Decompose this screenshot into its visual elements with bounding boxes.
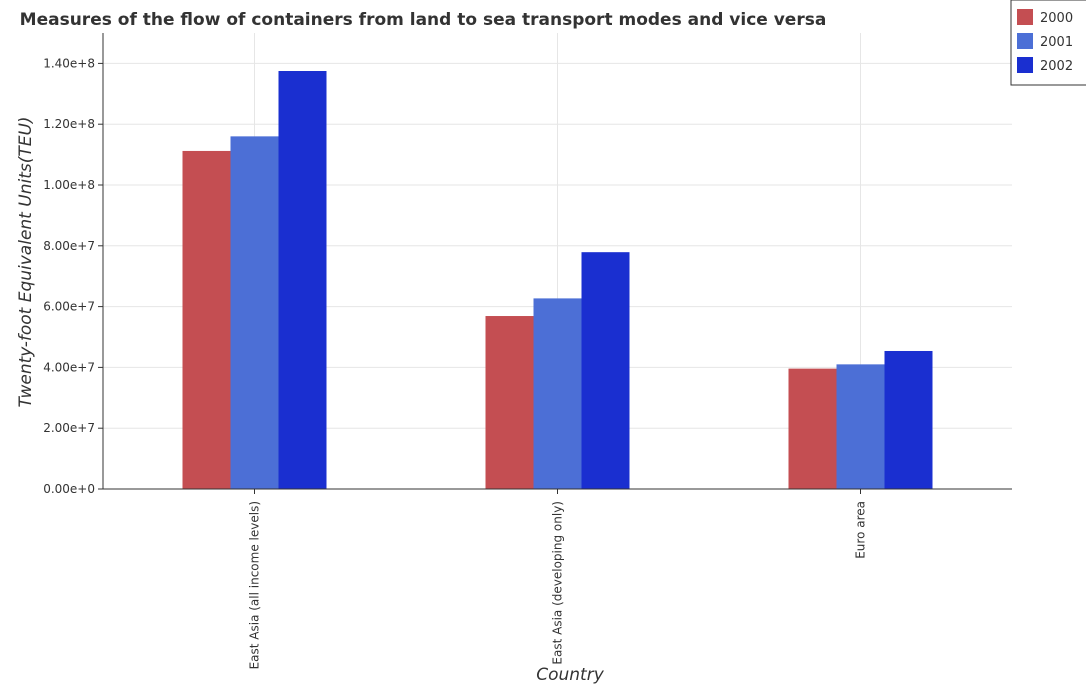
bar: [230, 136, 279, 490]
legend-swatch: [1017, 57, 1033, 73]
chart-title: Measures of the flow of containers from …: [20, 10, 827, 30]
y-tick-label: 8.00e+7: [43, 239, 95, 253]
bar: [581, 252, 630, 489]
x-tick-label: East Asia (all income levels): [248, 501, 262, 669]
legend-label: 2001: [1040, 35, 1073, 50]
y-axis-ticks: 0.00e+0 2.00e+7 4.00e+7 6.00e+7 8.00e+7 1.00e…: [43, 56, 103, 496]
legend-swatch: [1017, 33, 1033, 49]
x-axis-label: Country: [536, 665, 604, 685]
legend-swatch: [1017, 9, 1033, 25]
y-tick-label: 2.00e+7: [43, 421, 95, 435]
x-axis-ticks: East Asia (all income levels) East Asia (…: [248, 489, 868, 669]
bar: [182, 150, 231, 489]
y-tick-label: 6.00e+7: [43, 300, 95, 314]
bar: [533, 298, 582, 489]
y-tick-label: 4.00e+7: [43, 360, 95, 374]
bar: [788, 368, 837, 489]
bars: [182, 71, 933, 490]
bar: [884, 350, 933, 489]
x-tick-label: East Asia (developing only): [551, 501, 565, 665]
legend: 2000 2001 2002: [1010, 0, 1086, 86]
y-tick-label: 1.20e+8: [43, 117, 95, 131]
bar: [836, 364, 885, 489]
bar: [485, 316, 534, 489]
y-tick-label: 1.40e+8: [43, 56, 95, 70]
y-axis-label: Twenty-foot Equivalent Units(TEU): [16, 116, 36, 407]
legend-label: 2002: [1040, 59, 1073, 74]
y-tick-label: 0.00e+0: [43, 482, 95, 496]
legend-label: 2000: [1040, 11, 1073, 26]
x-tick-label: Euro area: [854, 501, 868, 559]
bar: [278, 71, 327, 489]
y-tick-label: 1.00e+8: [43, 178, 95, 192]
